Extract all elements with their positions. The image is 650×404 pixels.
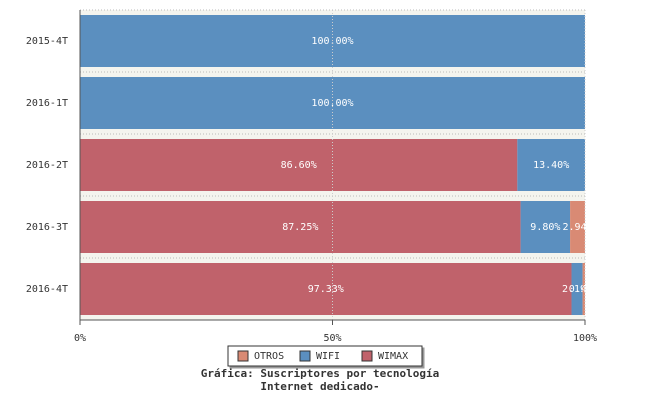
- bar-segment: [80, 263, 572, 315]
- x-tick-label: 50%: [323, 333, 341, 344]
- bar-segment: [570, 201, 585, 253]
- value-label: 87.25%: [282, 222, 318, 233]
- bar-segment: [80, 201, 521, 253]
- value-label: 86.60%: [281, 160, 317, 171]
- legend-label: OTROS: [254, 351, 284, 362]
- y-tick-label: 2016-1T: [26, 98, 68, 109]
- chart-title: Gráfica: Suscriptores por tecnología: [201, 367, 439, 380]
- bar-segment: [517, 139, 585, 191]
- bar-segment: [520, 201, 571, 253]
- bar-segment: [571, 263, 583, 315]
- legend-swatch: [299, 350, 311, 362]
- legend-box: [227, 345, 423, 367]
- legend-swatch: [237, 350, 249, 362]
- y-tick-label: 2016-2T: [26, 160, 68, 171]
- value-label: 100.00%: [311, 36, 353, 47]
- legend-swatch: [361, 350, 373, 362]
- chart-title: Internet dedicado-: [260, 380, 379, 393]
- value-label: 0.48%: [569, 284, 599, 295]
- y-tick-label: 2015-4T: [26, 36, 68, 47]
- x-tick-label: 100%: [573, 333, 597, 344]
- bar-segment: [80, 139, 518, 191]
- y-tick-label: 2016-4T: [26, 284, 68, 295]
- value-label: 9.80%: [530, 222, 560, 233]
- value-label: 2.94%: [562, 222, 592, 233]
- value-label: 13.40%: [533, 160, 569, 171]
- legend-label: WIFI: [316, 351, 340, 362]
- bar-segment: [582, 263, 585, 315]
- x-tick-label: 0%: [74, 333, 86, 344]
- legend-label: WIMAX: [378, 351, 408, 362]
- plot-area: 100.00%100.00%86.60% 13.40%87.25% 9.80% 2.9…: [80, 15, 599, 315]
- value-label: 2.19%: [562, 284, 592, 295]
- value-label: 97.33%: [308, 284, 344, 295]
- y-tick-label: 2016-3T: [26, 222, 68, 233]
